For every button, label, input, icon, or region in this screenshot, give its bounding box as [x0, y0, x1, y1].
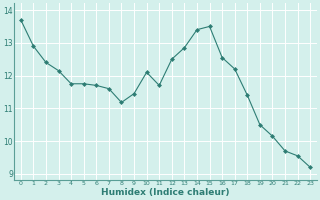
X-axis label: Humidex (Indice chaleur): Humidex (Indice chaleur): [101, 188, 230, 197]
